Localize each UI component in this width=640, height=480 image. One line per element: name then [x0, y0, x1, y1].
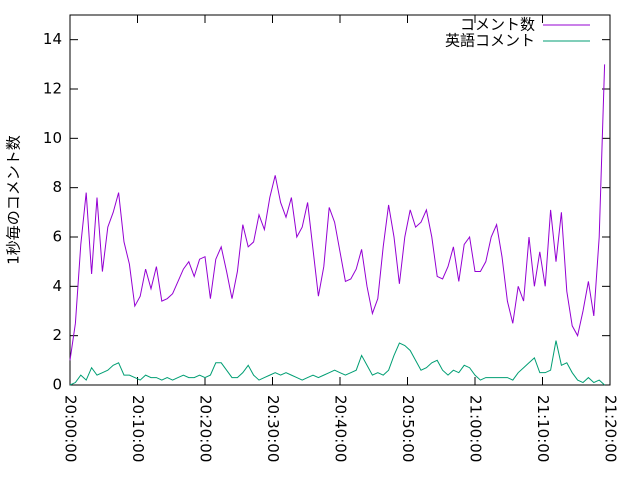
series-line — [69, 64, 606, 361]
y-tick-label: 6 — [52, 228, 62, 246]
x-tick-label: 21:10:00 — [534, 395, 552, 462]
y-tick-label: 2 — [52, 326, 62, 344]
y-tick-label: 12 — [43, 80, 62, 98]
legend-label: 英語コメント — [445, 32, 535, 50]
y-tick-label: 4 — [52, 277, 62, 295]
y-tick-label: 0 — [52, 376, 62, 394]
y-axis-label: 1秒毎のコメント数 — [5, 135, 23, 265]
x-tick-label: 20:50:00 — [399, 395, 417, 462]
x-tick-label: 20:30:00 — [264, 395, 282, 462]
y-tick-label: 14 — [43, 30, 62, 48]
x-tick-label: 21:20:00 — [602, 395, 620, 462]
x-tick-label: 20:10:00 — [129, 395, 147, 462]
series-line — [69, 340, 605, 386]
x-tick-label: 21:00:00 — [467, 395, 485, 462]
x-tick-label: 20:00:00 — [62, 395, 80, 462]
y-tick-label: 8 — [52, 178, 62, 196]
y-tick-label: 10 — [43, 129, 62, 147]
x-tick-label: 20:20:00 — [197, 395, 215, 462]
x-tick-label: 20:40:00 — [332, 395, 350, 462]
legend-label: コメント数 — [460, 16, 535, 34]
